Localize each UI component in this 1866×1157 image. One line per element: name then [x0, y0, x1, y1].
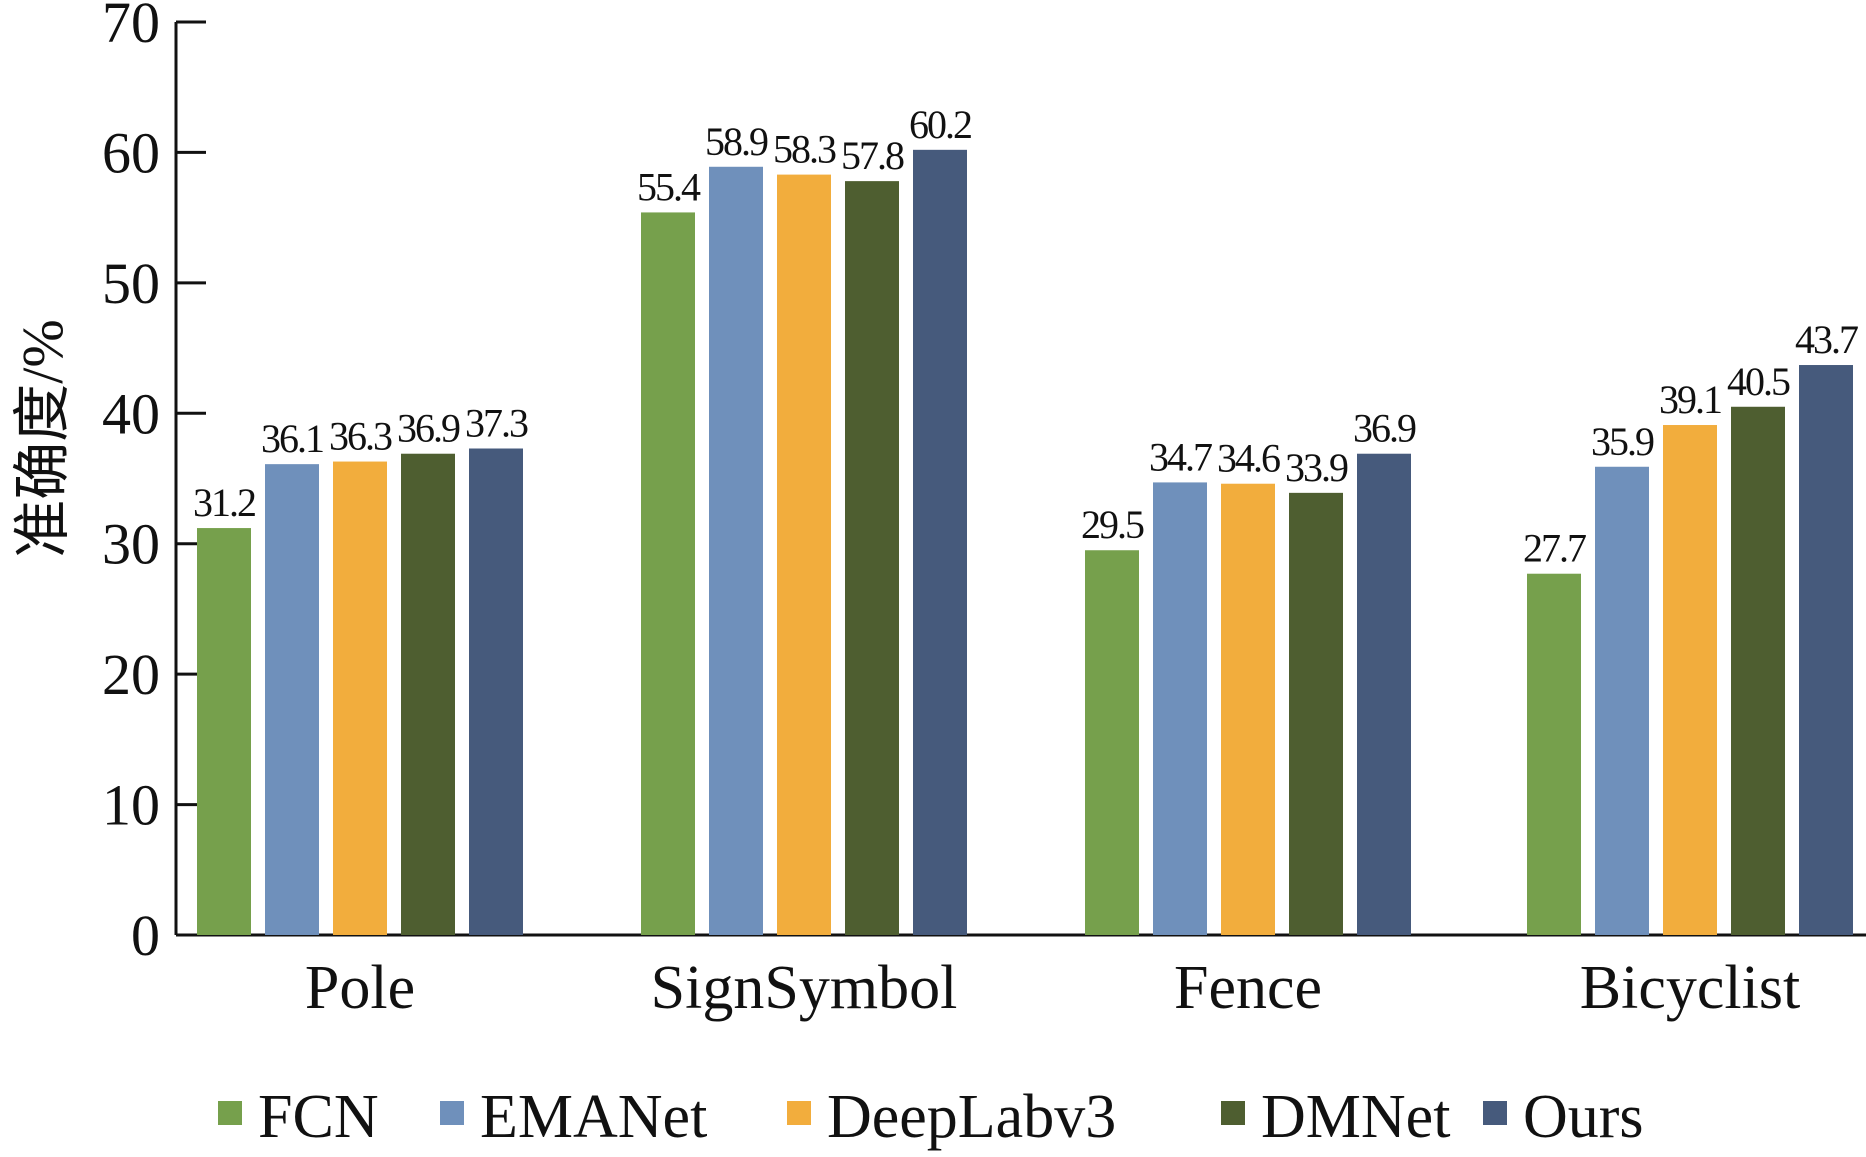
y-tick-label: 20	[102, 642, 160, 707]
legend-swatch-deeplabv3	[787, 1101, 811, 1125]
x-category-label: Pole	[305, 954, 415, 1022]
legend-label-ours: Ours	[1523, 1083, 1644, 1151]
x-category-label: Bicyclist	[1580, 954, 1800, 1022]
legend-label-dmnet: DMNet	[1261, 1083, 1450, 1151]
legend-swatch-ours	[1483, 1101, 1507, 1125]
y-tick-label: 50	[102, 251, 160, 316]
x-category-label: SignSymbol	[651, 954, 958, 1022]
y-tick-label: 30	[102, 512, 160, 577]
legend-label-deeplabv3: DeepLabv3	[827, 1083, 1116, 1151]
data-label: 27.7	[1523, 526, 1586, 571]
y-tick-label: 70	[102, 0, 160, 55]
legend-swatch-emanet	[440, 1101, 464, 1125]
legend-label-fcn: FCN	[258, 1083, 379, 1151]
bar-emanet	[1595, 466, 1649, 935]
bar-dmnet	[401, 453, 455, 935]
data-label: 40.5	[1727, 359, 1790, 404]
bar-deeplabv3	[1221, 483, 1275, 935]
bar-ours	[1799, 365, 1853, 936]
bar-ours	[1357, 453, 1411, 935]
data-label: 36.3	[329, 414, 392, 459]
bar-ours	[913, 149, 967, 935]
y-tick-label: 0	[131, 903, 160, 968]
y-tick-label: 60	[102, 120, 160, 185]
bar-deeplabv3	[777, 174, 831, 935]
y-tick-label: 10	[102, 773, 160, 838]
bar-dmnet	[1731, 406, 1785, 935]
bar-deeplabv3	[333, 461, 387, 935]
bar-dmnet	[845, 181, 899, 935]
bar-ours	[469, 448, 523, 935]
bar-emanet	[265, 464, 319, 935]
data-label: 57.8	[841, 133, 904, 178]
legend-label-emanet: EMANet	[480, 1083, 707, 1151]
bar-fcn	[1085, 550, 1139, 935]
bar-fcn	[641, 212, 695, 935]
bar-emanet	[1153, 482, 1207, 935]
data-label: 60.2	[909, 102, 971, 147]
x-category-label: Fence	[1174, 954, 1322, 1022]
data-label: 34.7	[1149, 434, 1212, 479]
data-label: 39.1	[1659, 377, 1721, 422]
y-axis-label: 准确度/%	[10, 319, 75, 557]
data-label: 34.6	[1217, 436, 1280, 481]
data-label: 58.9	[705, 119, 768, 164]
data-label: 36.1	[261, 416, 323, 461]
legend-swatch-dmnet	[1221, 1101, 1245, 1125]
bar-emanet	[709, 166, 763, 936]
data-label: 36.9	[397, 406, 460, 451]
bar-fcn	[197, 528, 251, 935]
data-label: 55.4	[637, 164, 701, 209]
data-label: 43.7	[1795, 317, 1858, 362]
data-label: 37.3	[465, 401, 528, 446]
legend-swatch-fcn	[218, 1101, 242, 1125]
data-label: 29.5	[1081, 502, 1144, 547]
data-label: 36.9	[1353, 406, 1416, 451]
bar-deeplabv3	[1663, 425, 1717, 935]
y-tick-label: 40	[102, 381, 160, 446]
data-label: 33.9	[1285, 445, 1348, 490]
data-label: 58.3	[773, 127, 836, 172]
bar-dmnet	[1289, 492, 1343, 935]
data-label: 35.9	[1591, 419, 1654, 464]
bar-fcn	[1527, 573, 1581, 935]
data-label: 31.2	[193, 480, 255, 525]
